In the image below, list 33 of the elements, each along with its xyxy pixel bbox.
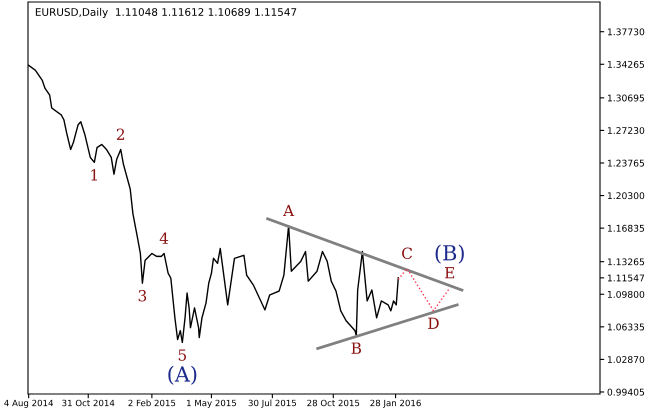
annotation: 1	[91, 169, 98, 180]
y-tick-label: 1.27230	[608, 127, 644, 134]
x-tick-label: 2 Feb 2015	[128, 400, 176, 406]
y-tick-label: 1.20300	[608, 192, 644, 200]
x-tick-label: 1 May 2015	[187, 400, 236, 408]
annotation: E	[444, 267, 454, 278]
annotation: C	[402, 247, 412, 260]
annotation: 2	[116, 128, 124, 140]
y-tick-label: 1.09800	[608, 290, 644, 298]
text: EURUSD,Daily 1.11048 1.11612 1.10689 1.11547	[36, 8, 296, 18]
y-tick-label: 0.99405	[608, 388, 644, 396]
x-tick-label: 28 Oct 2015	[307, 400, 360, 406]
annotation: 5	[178, 349, 186, 361]
annotation: B	[352, 342, 361, 354]
y-tick-label: 1.06335	[608, 324, 644, 330]
annotation: 3	[138, 290, 146, 302]
x-tick-label: 30 Jul 2015	[248, 400, 296, 408]
x-tick-label: 31 Oct 2014	[62, 400, 114, 406]
annotation: (B)	[436, 244, 464, 264]
annotation: (A)	[168, 366, 196, 385]
y-tick-label: 1.16835	[608, 224, 644, 232]
y-tick-label: 1.30695	[608, 94, 644, 102]
y-tick-label: 1.37730	[608, 28, 644, 36]
x-tick-label: 28 Jan 2016	[370, 400, 421, 408]
y-tick-label: 1.34265	[608, 60, 644, 68]
annotation: 4	[160, 232, 168, 244]
y-tick-label: 1.13265	[608, 258, 644, 266]
y-tick-label: 1.23765	[608, 160, 644, 167]
y-tick-label: 1.02870	[608, 356, 644, 364]
annotation: A	[283, 204, 294, 216]
x-tick-label: 4 Aug 2014	[4, 400, 54, 408]
y-tick-label: 1.11547	[608, 274, 644, 282]
annotation: D	[428, 318, 439, 329]
